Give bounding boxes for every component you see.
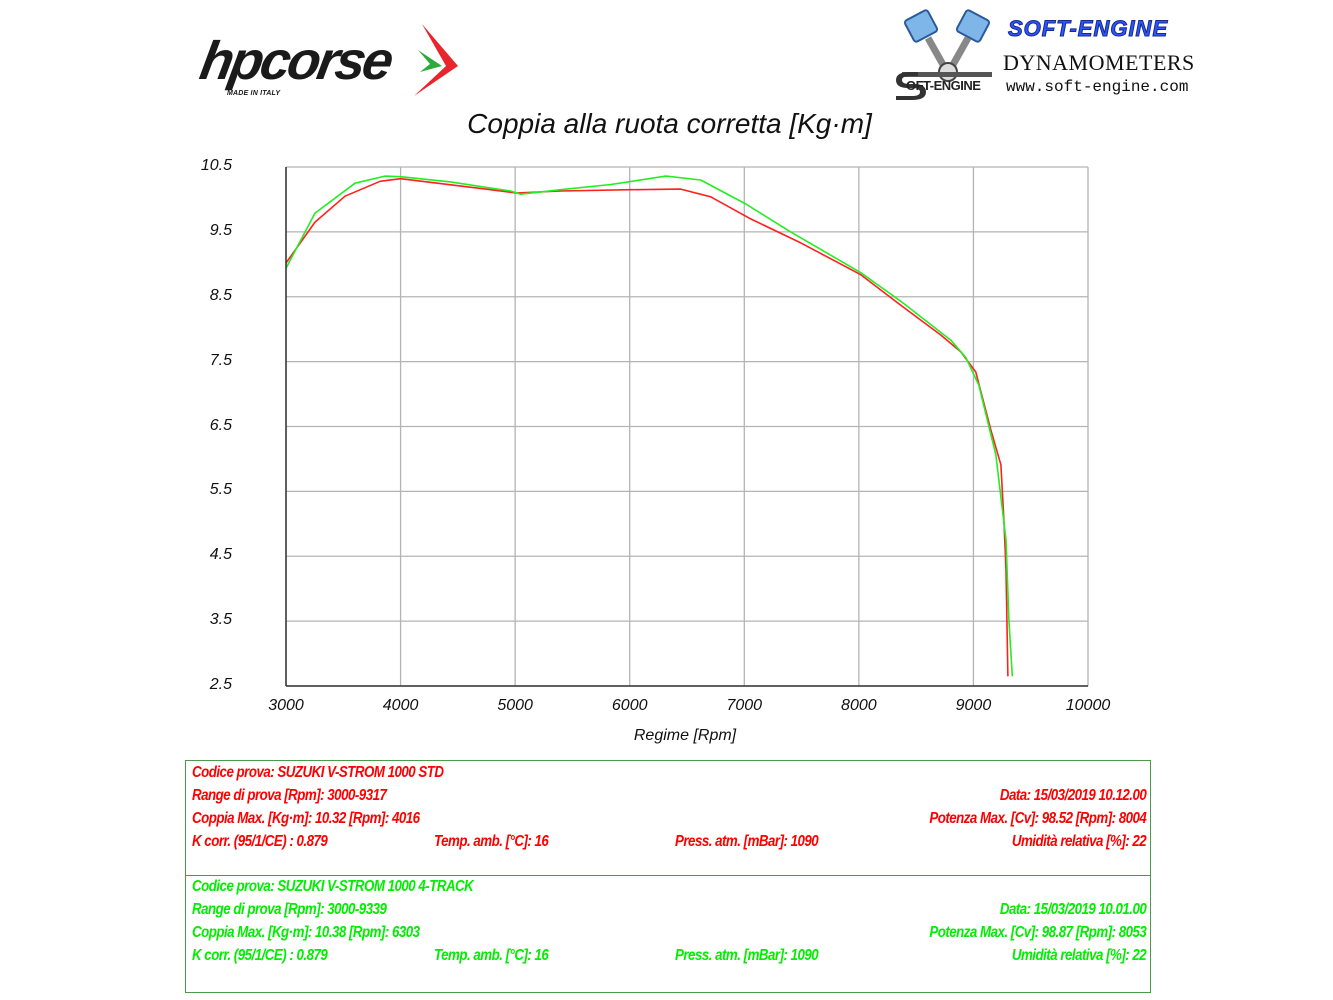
max-torque: Coppia Max. [Kg·m]: 10.38 [Rpm]: 6303 [192,924,420,941]
chart-grid [285,166,1089,687]
chart-title: Coppia alla ruota corretta [Kg·m] [467,108,872,139]
series-std-line [285,177,1009,677]
atm-pressure: Press. atm. [mBar]: 1090 [675,947,819,964]
x-tick-label: 5000 [497,697,533,714]
test-code: Codice prova: SUZUKI V-STROM 1000 STD [192,764,444,781]
test-range: Range di prova [Rpm]: 3000-9317 [192,787,387,804]
max-torque: Coppia Max. [Kg·m]: 10.32 [Rpm]: 4016 [192,810,420,827]
max-power: Potenza Max. [Cv]: 98.87 [Rpm]: 8053 [928,924,1147,941]
hpcorse-arrow-icon [414,24,458,96]
y-tick-label: 10.5 [200,157,232,174]
chart-axes [285,167,1088,687]
x-tick-label: 9000 [955,697,992,714]
y-tick-label: 6.5 [209,416,232,434]
hpcorse-logo: hpcorse MADE IN ITALY [195,18,465,108]
test-info-std: Codice prova: SUZUKI V-STROM 1000 STD Ra… [185,760,1151,876]
k-correction: K corr. (95/1/CE) : 0.879 [192,947,328,964]
y-tick-label: 9.5 [209,221,232,239]
soft-engine-small-text: OFT-ENGINE [906,78,981,93]
x-tick-label: 10000 [1065,697,1111,714]
y-tick-label: 5.5 [209,481,232,499]
x-tick-label: 3000 [268,697,304,714]
x-tick-label: 8000 [841,697,877,714]
ambient-temp: Temp. amb. [°C]: 16 [434,833,549,850]
soft-engine-url: www.soft-engine.com [1006,78,1189,96]
k-correction: K corr. (95/1/CE) : 0.879 [192,833,328,850]
x-tick-label: 6000 [611,697,648,714]
test-date: Data: 15/03/2019 10.01.00 [999,901,1147,918]
y-tick-label: 4.5 [209,546,232,564]
x-axis-label: Regime [Rpm] [633,727,737,744]
dynamometers-label: DYNAMOMETERS [1003,50,1195,75]
test-range: Range di prova [Rpm]: 3000-9339 [192,901,387,918]
test-info-4track: Codice prova: SUZUKI V-STROM 1000 4-TRAC… [185,876,1151,993]
x-tick-label: 7000 [726,697,763,714]
max-power: Potenza Max. [Cv]: 98.52 [Rpm]: 8004 [928,810,1147,827]
series-4track-line [285,175,1014,677]
test-code: Codice prova: SUZUKI V-STROM 1000 4-TRAC… [192,878,474,895]
test-date: Data: 15/03/2019 10.12.00 [999,787,1147,804]
y-tick-label: 7.5 [209,351,232,369]
ambient-temp: Temp. amb. [°C]: 16 [434,947,549,964]
relative-humidity: Umidità relativa [%]: 22 [1011,833,1147,850]
engine-pistons-icon [896,9,992,100]
torque-chart [285,166,1089,687]
x-tick-label: 4000 [382,697,419,714]
relative-humidity: Umidità relativa [%]: 22 [1011,947,1147,964]
soft-engine-logo: OFT-ENGINE SOFT-ENGINE DYNAMOMETERS www.… [888,8,1208,103]
y-tick-label: 3.5 [209,611,232,629]
chart-curves [285,175,1014,677]
atm-pressure: Press. atm. [mBar]: 1090 [675,833,819,850]
soft-engine-brand: SOFT-ENGINE [1007,16,1169,42]
hpcorse-tagline: MADE IN ITALY [227,90,281,97]
y-tick-label: 2.5 [209,676,232,693]
y-tick-label: 8.5 [209,286,232,304]
